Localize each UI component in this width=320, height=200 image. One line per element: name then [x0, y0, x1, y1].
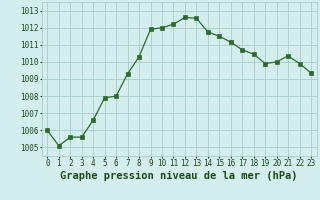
X-axis label: Graphe pression niveau de la mer (hPa): Graphe pression niveau de la mer (hPa): [60, 171, 298, 181]
